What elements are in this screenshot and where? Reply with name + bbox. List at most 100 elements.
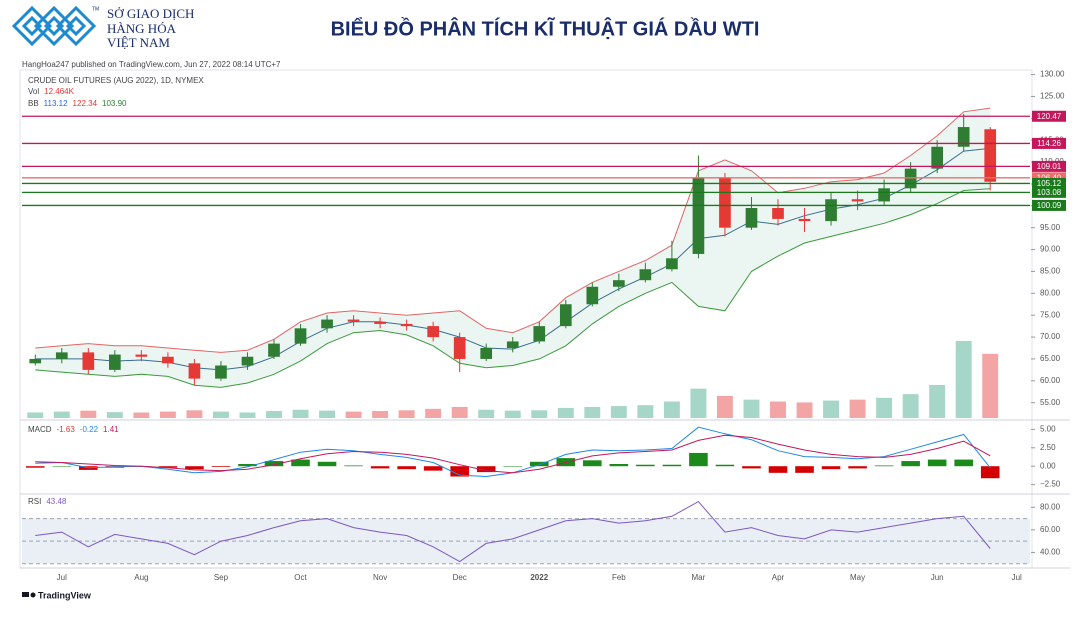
volume-bar xyxy=(425,408,442,418)
candle-body xyxy=(162,356,174,364)
x-tick-label: Oct xyxy=(294,573,307,582)
y-tick-label: 40.00 xyxy=(1040,548,1061,557)
macd-hist xyxy=(874,465,894,467)
volume-bar xyxy=(955,341,972,418)
candle-body xyxy=(480,348,493,359)
chart-subtitle: HangHoa247 published on TradingView.com,… xyxy=(22,60,281,69)
volume-bar xyxy=(584,407,601,418)
volume-bar xyxy=(796,402,813,418)
volume-bar xyxy=(716,396,733,418)
y-tick-label: 75.00 xyxy=(1040,310,1061,319)
macd-hist xyxy=(583,460,602,467)
volume-bar xyxy=(849,399,866,418)
macd-hist xyxy=(25,466,45,468)
x-tick-label: Aug xyxy=(134,573,148,582)
legend-value: 43.48 xyxy=(46,497,67,506)
macd-hist xyxy=(264,461,284,467)
volume-bar xyxy=(770,401,786,418)
macd-hist xyxy=(848,466,867,469)
volume-bar xyxy=(212,411,229,418)
x-tick-label: Mar xyxy=(692,573,706,582)
macd-hist xyxy=(954,459,973,467)
macd-hist xyxy=(52,466,72,467)
legend-value: 122.34 xyxy=(73,99,98,108)
legend: RSI 43.48 xyxy=(28,497,67,506)
volume-bar xyxy=(266,411,282,418)
candle-body xyxy=(135,354,148,357)
y-tick-label: 55.00 xyxy=(1040,398,1061,407)
candle-body xyxy=(957,127,970,147)
level-tag xyxy=(1032,110,1066,122)
rsi-line xyxy=(35,500,991,563)
candle-body xyxy=(374,321,386,324)
volume-bar xyxy=(478,409,495,418)
x-tick-label: Jul xyxy=(57,573,67,582)
candle-body xyxy=(798,218,811,222)
candle-body xyxy=(639,269,652,281)
y-tick-label: 85.00 xyxy=(1040,267,1061,276)
volume-bar xyxy=(292,409,309,418)
y-tick-label: 80.00 xyxy=(1040,288,1061,297)
macd-hist xyxy=(795,466,814,473)
logo-icon xyxy=(11,5,97,47)
level-label: 114.26 xyxy=(1037,139,1061,148)
volume-bar xyxy=(637,405,654,418)
volume-bar xyxy=(186,410,203,418)
volume-bar xyxy=(982,353,999,418)
candle-body xyxy=(745,208,758,228)
volume-bar xyxy=(929,385,946,418)
volume-bar xyxy=(610,406,627,418)
logo-line: HÀNG HÓA xyxy=(107,21,177,36)
candle-body xyxy=(55,352,68,359)
candle-body xyxy=(215,365,227,379)
macd-hist xyxy=(901,461,920,467)
volume-bar xyxy=(239,412,256,418)
logo-line: VIỆT NAM xyxy=(107,35,170,50)
macd-hist xyxy=(689,452,708,467)
macd-hist xyxy=(662,464,682,467)
level-label: 100.09 xyxy=(1037,201,1062,210)
level-label: 109.01 xyxy=(1037,162,1062,171)
x-tick-label: Jul xyxy=(1012,573,1022,582)
legend-value: -0.22 xyxy=(80,425,99,434)
candle-body xyxy=(904,168,917,189)
level-tag xyxy=(1032,199,1066,211)
x-tick-label: Feb xyxy=(612,573,626,582)
volume-bar xyxy=(902,394,919,418)
volume-bar xyxy=(690,388,707,418)
volume-bar xyxy=(451,407,468,418)
y-tick-label: 60.00 xyxy=(1040,376,1061,385)
macd-hist xyxy=(768,466,788,473)
candle-body xyxy=(506,341,519,348)
x-tick-label: Apr xyxy=(772,573,785,582)
volume-bar xyxy=(743,399,760,418)
macd-hist xyxy=(238,464,257,467)
candle-body xyxy=(851,199,864,202)
macd-hist xyxy=(185,466,204,470)
volume-bar xyxy=(133,412,150,418)
candle-body xyxy=(878,188,890,202)
volume-bar xyxy=(159,411,176,418)
macd-hist xyxy=(397,466,416,470)
candle-body xyxy=(825,199,837,222)
candle-body xyxy=(772,208,784,219)
candle-body xyxy=(666,258,678,270)
x-tick-label: 2022 xyxy=(530,573,548,582)
macd-hist xyxy=(609,464,629,467)
y-tick-label: 5.00 xyxy=(1040,424,1056,433)
legend-label: Vol xyxy=(28,87,39,96)
volume-bar xyxy=(319,410,336,418)
candle-body xyxy=(294,328,307,344)
footer-brand: TradingView xyxy=(38,590,92,600)
candle-body xyxy=(984,129,997,182)
y-tick-label: 95.00 xyxy=(1040,223,1061,232)
macd-hist xyxy=(158,466,178,468)
macd-hist xyxy=(980,466,1000,479)
macd-hist xyxy=(291,459,310,467)
legend-value: 1.41 xyxy=(103,425,119,434)
y-tick-label: 130.00 xyxy=(1040,70,1065,79)
candle-body xyxy=(453,337,466,359)
legend-value: 12.464K xyxy=(44,87,74,96)
macd-hist xyxy=(450,466,469,477)
